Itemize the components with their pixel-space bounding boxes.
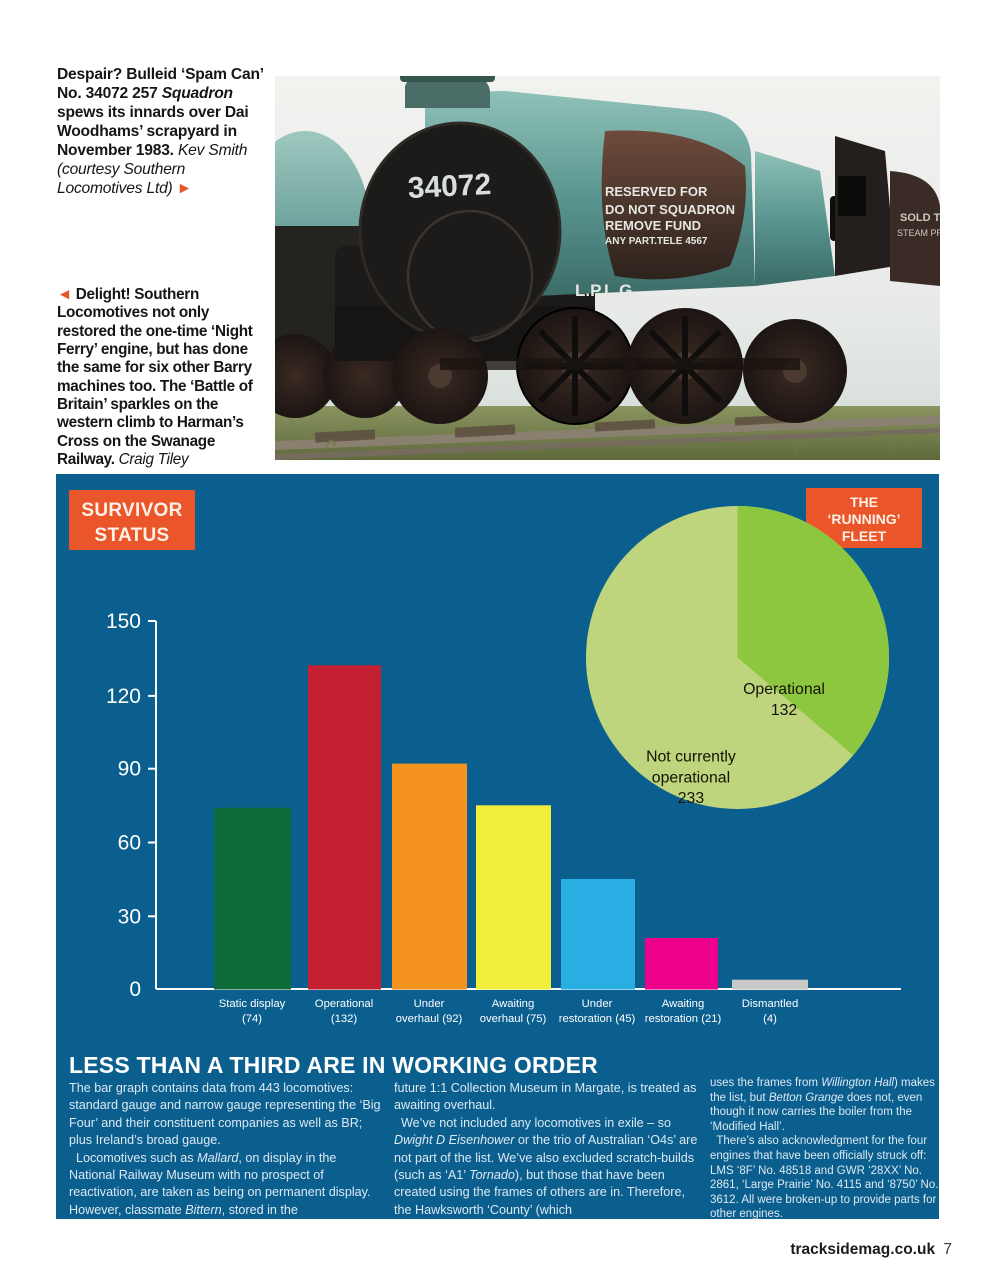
- svg-text:overhaul (75): overhaul (75): [480, 1013, 547, 1025]
- svg-text:Under: Under: [414, 998, 445, 1010]
- svg-text:30: 30: [118, 905, 141, 928]
- svg-text:60: 60: [118, 832, 141, 855]
- svg-text:150: 150: [106, 610, 141, 633]
- svg-text:Dismantled: Dismantled: [742, 998, 799, 1010]
- svg-text:0: 0: [129, 978, 141, 1001]
- svg-text:ANY PART.TELE 4567: ANY PART.TELE 4567: [605, 236, 708, 247]
- svg-text:Operational: Operational: [743, 681, 825, 698]
- svg-text:(132): (132): [331, 1013, 358, 1025]
- svg-text:(4): (4): [763, 1013, 777, 1025]
- svg-text:RESERVED FOR: RESERVED FOR: [605, 184, 708, 199]
- svg-text:34072: 34072: [407, 168, 492, 205]
- svg-text:Not currently: Not currently: [646, 748, 736, 765]
- svg-text:132: 132: [771, 702, 797, 719]
- svg-text:233: 233: [678, 790, 705, 807]
- svg-text:Operational: Operational: [315, 998, 373, 1010]
- svg-text:Awaiting: Awaiting: [662, 998, 705, 1010]
- svg-text:90: 90: [118, 758, 141, 781]
- svg-text:Static display: Static display: [219, 998, 286, 1010]
- svg-text:operational: operational: [652, 769, 730, 786]
- svg-text:SOLD TO: SOLD TO: [900, 212, 940, 224]
- svg-text:120: 120: [106, 685, 141, 708]
- svg-text:REMOVE FUND: REMOVE FUND: [605, 218, 701, 233]
- svg-text:restoration (21): restoration (21): [645, 1013, 722, 1025]
- svg-text:L.P.L.G.: L.P.L.G.: [575, 281, 637, 300]
- svg-text:overhaul (92): overhaul (92): [396, 1013, 463, 1025]
- svg-text:Under: Under: [582, 998, 613, 1010]
- svg-text:DO NOT SQUADRON: DO NOT SQUADRON: [605, 202, 735, 217]
- svg-text:(74): (74): [242, 1013, 262, 1025]
- svg-text:restoration (45): restoration (45): [559, 1013, 636, 1025]
- svg-text:STEAM PRE: STEAM PRE: [897, 228, 940, 238]
- svg-text:Awaiting: Awaiting: [492, 998, 535, 1010]
